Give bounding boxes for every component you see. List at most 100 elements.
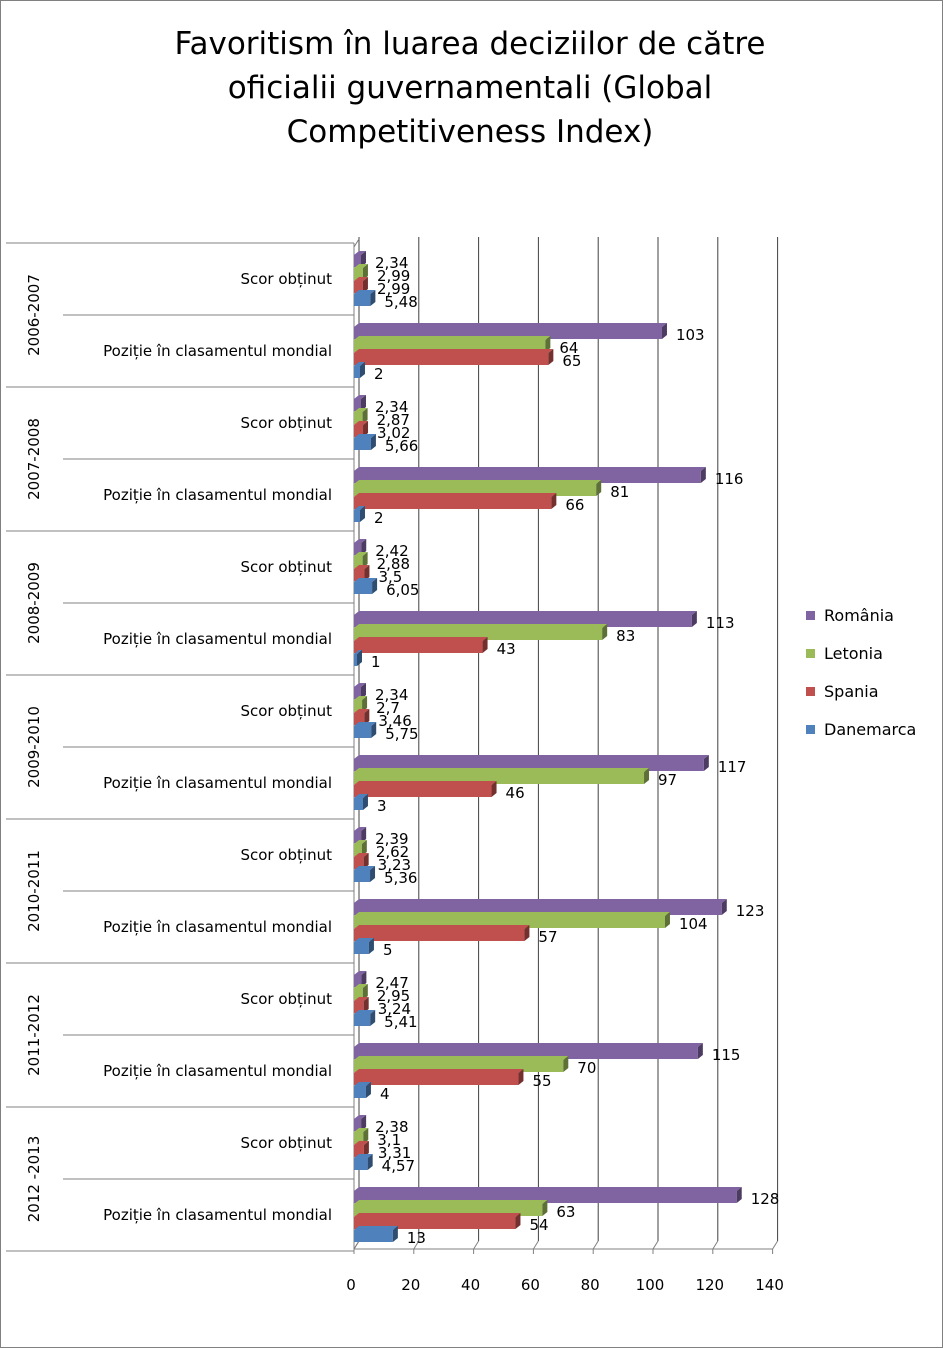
bar-side-face xyxy=(551,493,557,509)
bar-top-face xyxy=(354,899,727,903)
bar xyxy=(354,1158,368,1170)
bar-top-face xyxy=(354,912,670,916)
bar-top-face xyxy=(354,434,376,438)
period-label: 2010-2011 xyxy=(25,850,43,932)
legend-label: Spania xyxy=(824,682,879,701)
bar-top-face xyxy=(354,539,367,543)
data-label: 3,02 xyxy=(377,424,410,442)
bar-side-face xyxy=(542,1200,548,1216)
bar-side-face xyxy=(602,624,608,640)
bar-side-face xyxy=(362,408,368,424)
bar-top-face xyxy=(354,251,366,255)
data-label: 103 xyxy=(676,326,705,344)
bar-top-face xyxy=(354,853,369,857)
chart-title-line: Favoritism în luarea deciziilor de către xyxy=(174,26,766,62)
data-label: 2,39 xyxy=(375,830,408,848)
bar-top-face xyxy=(354,1128,369,1132)
data-label: 4,57 xyxy=(382,1157,415,1175)
bar xyxy=(354,831,362,843)
bar-side-face xyxy=(515,1213,521,1229)
category-label: Poziție în clasamentul mondial xyxy=(103,918,332,936)
data-label: 13 xyxy=(407,1229,426,1247)
bar-side-face xyxy=(362,552,368,568)
data-label: 81 xyxy=(610,483,629,501)
data-label: 116 xyxy=(715,470,744,488)
x-tick-label: 0 xyxy=(346,1276,356,1294)
data-label: 57 xyxy=(538,928,557,946)
data-label: 2,88 xyxy=(377,555,410,573)
data-label: 2,42 xyxy=(375,542,408,560)
bar-side-face xyxy=(361,971,367,987)
bar-top-face xyxy=(354,421,369,425)
category-label: Poziție în clasamentul mondial xyxy=(103,630,332,648)
bar-top-face xyxy=(354,480,602,484)
data-label: 54 xyxy=(529,1216,548,1234)
bar-side-face xyxy=(372,578,378,594)
bar xyxy=(354,1073,519,1085)
data-label: 2,47 xyxy=(375,974,408,992)
bar-side-face xyxy=(359,362,365,378)
bar xyxy=(354,1119,362,1131)
bar-side-face xyxy=(364,709,370,725)
data-label: 3,46 xyxy=(378,712,411,730)
bar-side-face xyxy=(362,696,368,712)
bar-top-face xyxy=(354,650,362,654)
category-label: Scor obținut xyxy=(240,990,332,1008)
bar-side-face xyxy=(703,755,709,771)
bar-top-face xyxy=(354,866,376,870)
data-label: 55 xyxy=(532,1072,551,1090)
floor-line xyxy=(772,1240,779,1250)
data-label: 5,48 xyxy=(384,293,417,311)
bar-side-face xyxy=(644,768,650,784)
bar-top-face xyxy=(354,290,376,294)
bar xyxy=(354,726,372,738)
bar-side-face xyxy=(362,984,368,1000)
bar-side-face xyxy=(362,264,368,280)
bar-top-face xyxy=(354,938,374,942)
bar-side-face xyxy=(362,277,368,293)
bar-top-face xyxy=(354,827,367,831)
data-label: 43 xyxy=(497,640,516,658)
floor-line xyxy=(353,1240,360,1250)
data-label: 3,1 xyxy=(377,1131,401,1149)
bar xyxy=(354,870,371,882)
bar-side-face xyxy=(548,349,554,365)
bar-side-face xyxy=(364,565,370,581)
bar-top-face xyxy=(354,709,370,713)
bar-top-face xyxy=(354,722,377,726)
bar-side-face xyxy=(736,1187,742,1203)
bar-top-face xyxy=(354,696,368,700)
bar-top-face xyxy=(354,794,368,798)
bar xyxy=(354,687,361,699)
bar-side-face xyxy=(360,683,366,699)
bar-top-face xyxy=(354,1115,367,1119)
legend-item-danemarca: Danemarca xyxy=(805,719,935,757)
data-label: 70 xyxy=(577,1059,596,1077)
bar-top-face xyxy=(354,984,368,988)
bar xyxy=(354,1014,371,1026)
bar-top-face xyxy=(354,264,368,268)
category-label: Poziție în clasamentul mondial xyxy=(103,342,332,360)
legend-item-romania: România xyxy=(805,605,935,643)
bar-side-face xyxy=(700,467,706,483)
floor-line xyxy=(532,1240,539,1250)
data-label: 65 xyxy=(562,352,581,370)
legend-item-letonia: Letonia xyxy=(805,643,935,681)
bar-top-face xyxy=(354,493,557,497)
data-label: 117 xyxy=(718,758,747,776)
bar-top-face xyxy=(354,840,367,844)
bar-side-face xyxy=(368,938,374,954)
bar-side-face xyxy=(371,722,377,738)
bar-top-face xyxy=(354,1154,373,1158)
bar-side-face xyxy=(363,1141,369,1157)
period-label: 2012 -2013 xyxy=(25,1136,43,1223)
bar xyxy=(354,641,483,653)
bar-top-face xyxy=(354,277,368,281)
x-tick-label: 80 xyxy=(581,1276,600,1294)
bar xyxy=(354,510,360,522)
data-label: 5,75 xyxy=(385,725,418,743)
bar xyxy=(354,438,371,450)
legend-swatch-letonia xyxy=(806,649,815,658)
